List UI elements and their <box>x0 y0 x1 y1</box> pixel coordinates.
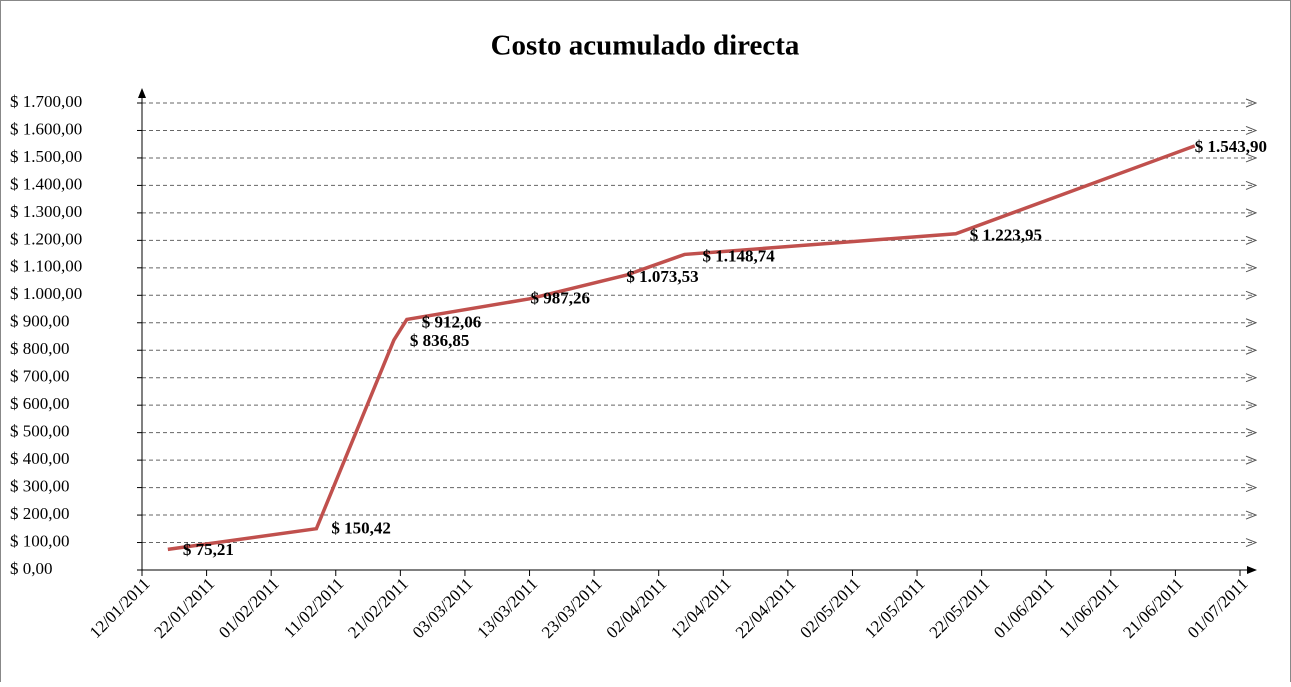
data-label: $ 150,42 <box>331 519 391 538</box>
data-label: $ 1.148,74 <box>703 246 776 265</box>
y-tick-label: $ 1.300,00 <box>10 202 82 221</box>
y-tick-label: $ 1.400,00 <box>10 174 82 193</box>
y-tick-label: $ 500,00 <box>10 422 70 441</box>
y-tick-label: $ 800,00 <box>10 339 70 358</box>
data-line <box>167 144 1196 552</box>
y-tick-label: $ 100,00 <box>10 531 70 550</box>
y-tick-label: $ 1.700,00 <box>10 92 82 111</box>
y-tick-label: $ 1.000,00 <box>10 284 82 303</box>
y-tick-label: $ 700,00 <box>10 367 70 386</box>
data-label: $ 1.543,90 <box>1195 137 1267 156</box>
y-tick-label: $ 200,00 <box>10 504 70 523</box>
data-label: $ 1.223,95 <box>970 226 1042 245</box>
data-label: $ 987,26 <box>531 289 591 308</box>
chart-title: Costo acumulado directa <box>491 30 800 62</box>
y-tick-label: $ 600,00 <box>10 394 70 413</box>
data-label: $ 75,21 <box>183 540 234 559</box>
y-tick-label: $ 400,00 <box>10 449 70 468</box>
y-tick-label: $ 1.200,00 <box>10 229 82 248</box>
y-tick-label: $ 900,00 <box>10 312 70 331</box>
y-tick-label: $ 300,00 <box>10 476 70 495</box>
data-label: $ 912,06 <box>422 312 482 331</box>
data-label: $ 1.073,53 <box>626 267 698 286</box>
y-tick-label: $ 1.100,00 <box>10 257 82 276</box>
y-tick-label: $ 1.600,00 <box>10 119 82 138</box>
y-tick-label: $ 1.500,00 <box>10 147 82 166</box>
data-label: $ 836,85 <box>410 331 470 350</box>
y-tick-label: $ 0,00 <box>10 559 53 578</box>
